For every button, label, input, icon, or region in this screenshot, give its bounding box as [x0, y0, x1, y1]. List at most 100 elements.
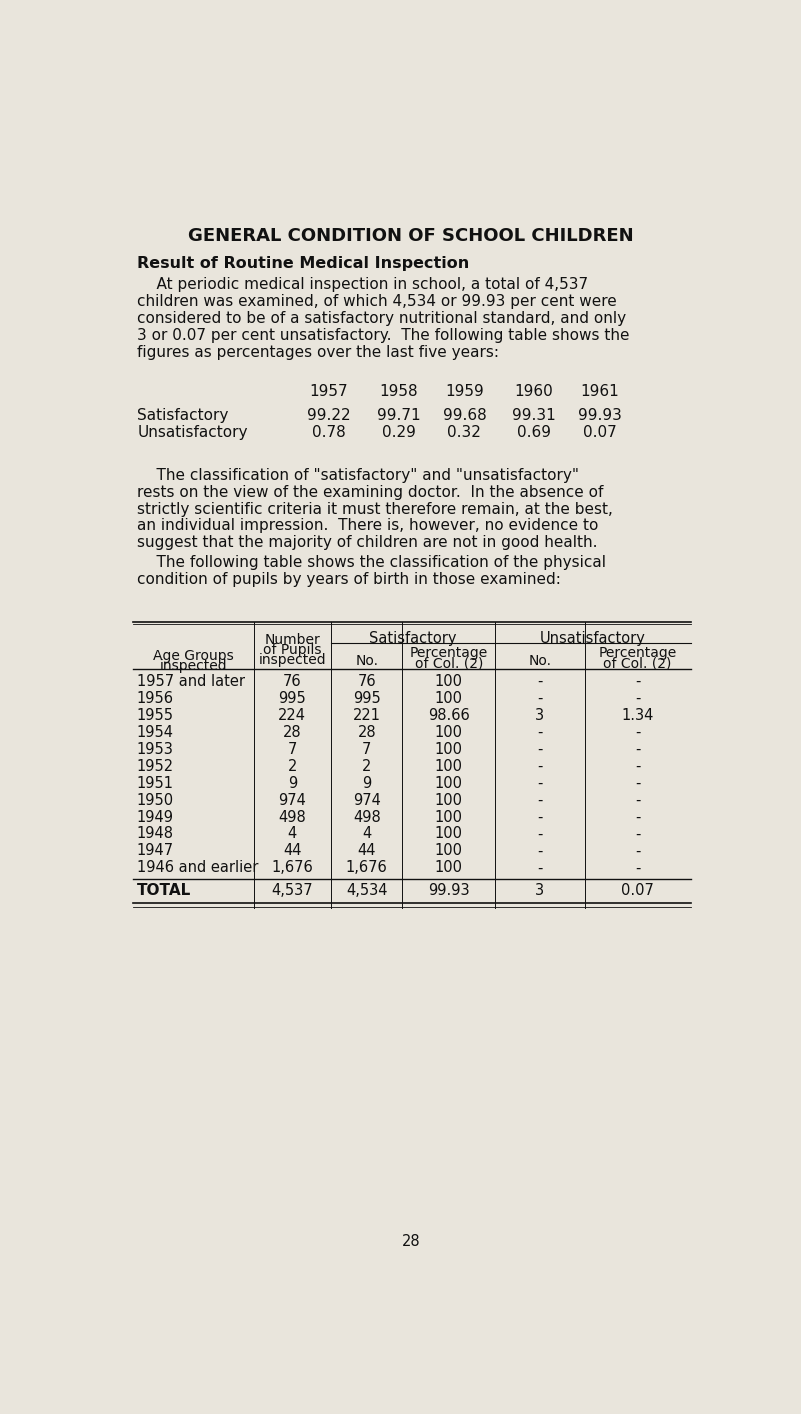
Text: -: -	[537, 810, 542, 824]
Text: 44: 44	[357, 843, 376, 858]
Text: 1957 and later: 1957 and later	[136, 674, 244, 689]
Text: 1948: 1948	[136, 827, 174, 841]
Text: figures as percentages over the last five years:: figures as percentages over the last fiv…	[137, 345, 499, 361]
Text: -: -	[537, 793, 542, 807]
Text: At periodic medical inspection in school, a total of 4,537: At periodic medical inspection in school…	[137, 277, 589, 293]
Text: considered to be of a satisfactory nutritional standard, and only: considered to be of a satisfactory nutri…	[137, 311, 626, 327]
Text: 1,676: 1,676	[346, 860, 388, 875]
Text: 498: 498	[279, 810, 306, 824]
Text: GENERAL CONDITION OF SCHOOL CHILDREN: GENERAL CONDITION OF SCHOOL CHILDREN	[188, 228, 634, 246]
Text: The following table shows the classification of the physical: The following table shows the classifica…	[137, 556, 606, 570]
Text: children was examined, of which 4,534 or 99.93 per cent were: children was examined, of which 4,534 or…	[137, 294, 617, 310]
Text: -: -	[537, 725, 542, 740]
Text: 76: 76	[357, 674, 376, 689]
Text: 3: 3	[535, 708, 545, 723]
Text: 995: 995	[353, 691, 380, 706]
Text: 99.93: 99.93	[578, 409, 622, 423]
Text: -: -	[537, 674, 542, 689]
Text: Unsatisfactory: Unsatisfactory	[540, 631, 646, 646]
Text: 100: 100	[435, 776, 463, 790]
Text: inspected: inspected	[159, 659, 227, 673]
Text: of Col. (2): of Col. (2)	[415, 656, 483, 670]
Text: Percentage: Percentage	[598, 646, 677, 660]
Text: rests on the view of the examining doctor.  In the absence of: rests on the view of the examining docto…	[137, 485, 604, 499]
Text: 2: 2	[362, 759, 372, 773]
Text: 974: 974	[279, 793, 306, 807]
Text: 9: 9	[288, 776, 297, 790]
Text: 1954: 1954	[136, 725, 174, 740]
Text: 100: 100	[435, 742, 463, 756]
Text: 1955: 1955	[136, 708, 174, 723]
Text: -: -	[537, 843, 542, 858]
Text: Satisfactory: Satisfactory	[369, 631, 457, 646]
Text: 3: 3	[535, 884, 545, 898]
Text: 99.68: 99.68	[442, 409, 486, 423]
Text: -: -	[537, 860, 542, 875]
Text: 1958: 1958	[379, 383, 418, 399]
Text: 99.22: 99.22	[307, 409, 351, 423]
Text: 0.07: 0.07	[621, 884, 654, 898]
Text: strictly scientific criteria it must therefore remain, at the best,: strictly scientific criteria it must the…	[137, 502, 614, 516]
Text: 4,534: 4,534	[346, 884, 388, 898]
Text: 44: 44	[283, 843, 301, 858]
Text: 1951: 1951	[136, 776, 174, 790]
Text: 1956: 1956	[136, 691, 174, 706]
Text: 1950: 1950	[136, 793, 174, 807]
Text: 100: 100	[435, 843, 463, 858]
Text: 1949: 1949	[136, 810, 174, 824]
Text: 99.93: 99.93	[428, 884, 469, 898]
Text: TOTAL: TOTAL	[136, 884, 191, 898]
Text: 4: 4	[362, 827, 372, 841]
Text: -: -	[537, 759, 542, 773]
Text: 1959: 1959	[445, 383, 484, 399]
Text: -: -	[635, 776, 640, 790]
Text: an individual impression.  There is, however, no evidence to: an individual impression. There is, howe…	[137, 519, 598, 533]
Text: Result of Routine Medical Inspection: Result of Routine Medical Inspection	[137, 256, 469, 271]
Text: The classification of "satisfactory" and "unsatisfactory": The classification of "satisfactory" and…	[137, 468, 579, 482]
Text: 221: 221	[352, 708, 380, 723]
Text: -: -	[537, 827, 542, 841]
Text: 3 or 0.07 per cent unsatisfactory.  The following table shows the: 3 or 0.07 per cent unsatisfactory. The f…	[137, 328, 630, 344]
Text: 1960: 1960	[515, 383, 553, 399]
Text: 100: 100	[435, 810, 463, 824]
Text: suggest that the majority of children are not in good health.: suggest that the majority of children ar…	[137, 536, 598, 550]
Text: -: -	[537, 776, 542, 790]
Text: 7: 7	[362, 742, 372, 756]
Text: -: -	[537, 691, 542, 706]
Text: 1947: 1947	[136, 843, 174, 858]
Text: Unsatisfactory: Unsatisfactory	[137, 426, 248, 440]
Text: 28: 28	[401, 1234, 421, 1249]
Text: -: -	[635, 793, 640, 807]
Text: 28: 28	[283, 725, 302, 740]
Text: 9: 9	[362, 776, 372, 790]
Text: 100: 100	[435, 691, 463, 706]
Text: No.: No.	[529, 655, 551, 667]
Text: 4: 4	[288, 827, 297, 841]
Text: -: -	[537, 742, 542, 756]
Text: Satisfactory: Satisfactory	[137, 409, 229, 423]
Text: -: -	[635, 860, 640, 875]
Text: 28: 28	[357, 725, 376, 740]
Text: 99.31: 99.31	[513, 409, 556, 423]
Text: 100: 100	[435, 860, 463, 875]
Text: 1961: 1961	[581, 383, 619, 399]
Text: 224: 224	[278, 708, 306, 723]
Text: 0.29: 0.29	[381, 426, 416, 440]
Text: 1957: 1957	[309, 383, 348, 399]
Text: Percentage: Percentage	[410, 646, 488, 660]
Text: 0.69: 0.69	[517, 426, 551, 440]
Text: Number: Number	[264, 633, 320, 648]
Text: of Col. (2): of Col. (2)	[603, 656, 672, 670]
Text: -: -	[635, 725, 640, 740]
Text: No.: No.	[355, 655, 378, 667]
Text: 1.34: 1.34	[622, 708, 654, 723]
Text: 100: 100	[435, 793, 463, 807]
Text: -: -	[635, 810, 640, 824]
Text: 1953: 1953	[136, 742, 174, 756]
Text: 0.32: 0.32	[448, 426, 481, 440]
Text: 98.66: 98.66	[428, 708, 469, 723]
Text: 7: 7	[288, 742, 297, 756]
Text: 100: 100	[435, 827, 463, 841]
Text: -: -	[635, 827, 640, 841]
Text: 498: 498	[353, 810, 380, 824]
